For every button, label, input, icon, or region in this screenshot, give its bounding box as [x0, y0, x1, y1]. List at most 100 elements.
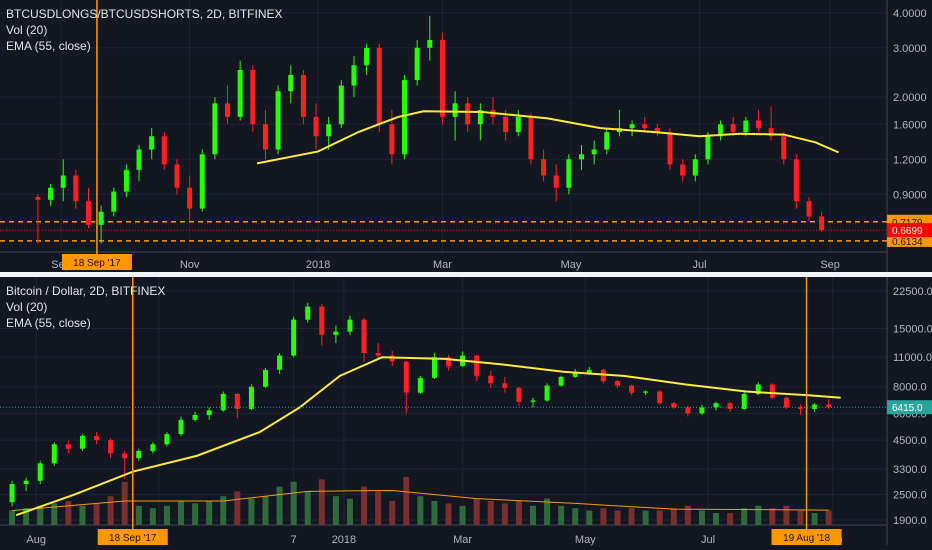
candle-body	[237, 69, 243, 117]
candle-body	[553, 175, 559, 188]
volume-bar	[375, 491, 382, 525]
candle-body	[389, 355, 395, 362]
candle-body	[178, 419, 184, 435]
volume-bar	[332, 496, 339, 525]
volume-bar	[586, 510, 593, 525]
candle	[288, 65, 294, 104]
y-tick-label: 2.0000	[893, 92, 927, 104]
candle-body	[781, 136, 787, 160]
candle-body	[192, 414, 198, 420]
candle-body	[174, 164, 180, 188]
y-tick-label: 8000.0	[893, 382, 927, 394]
candle	[490, 97, 496, 125]
candle-body	[718, 124, 724, 137]
candle	[361, 317, 367, 362]
candle	[136, 448, 142, 461]
candle	[60, 159, 66, 202]
candle	[250, 65, 256, 133]
candle-body	[35, 197, 41, 200]
candle	[9, 480, 15, 507]
level-price-tag-label: 0.6134	[892, 237, 923, 248]
btc-chart-pane[interactable]: Bitcoin / Dollar, 2D, BITFINEX Vol (20) …	[0, 277, 932, 550]
candle-body	[108, 440, 114, 454]
ratio-cursor-date-label: 18 Sep '17	[73, 258, 121, 269]
candle-body	[9, 484, 15, 503]
volume-bar	[403, 477, 410, 525]
ratio-chart-pane[interactable]: BTCUSDLONGS/BTCUSDSHORTS, 2D, BITFINEX V…	[0, 0, 932, 272]
volume-bar	[107, 496, 114, 525]
candle	[528, 113, 534, 165]
candle	[326, 116, 332, 150]
candle	[225, 85, 231, 125]
candle	[604, 128, 610, 155]
volume-bar	[304, 491, 311, 525]
candle	[680, 159, 686, 182]
candle	[262, 367, 268, 388]
volume-bar	[642, 510, 649, 525]
btc-chart-indicator-vol: Vol (20)	[6, 300, 48, 314]
y-tick-label: 4500.0	[893, 435, 927, 447]
btc-chart-canvas[interactable]: 22500.015000.011000.08000.06000.04500.03…	[0, 277, 932, 550]
candle-body	[667, 132, 673, 165]
candle	[629, 120, 635, 137]
candle-body	[364, 47, 370, 66]
candle-body	[199, 154, 205, 209]
candle	[364, 43, 370, 75]
volume-bar	[741, 508, 748, 525]
candle	[452, 91, 458, 141]
candle-body	[234, 393, 240, 409]
candle-body	[79, 436, 85, 449]
volume-bar	[79, 505, 86, 525]
candle	[51, 442, 57, 467]
ema-line	[256, 110, 839, 165]
candle-body	[671, 403, 677, 408]
candle-body	[136, 450, 142, 459]
candle	[654, 124, 660, 137]
volume-bar	[501, 503, 508, 525]
candle	[234, 392, 240, 419]
candle-body	[250, 69, 256, 125]
candle	[73, 169, 79, 209]
candle	[600, 368, 606, 384]
volume-bar	[515, 501, 522, 525]
candle-body	[361, 319, 367, 354]
candle-body	[225, 103, 231, 117]
candle-body	[212, 103, 218, 155]
candle	[85, 187, 91, 229]
candle-body	[528, 116, 534, 160]
candle	[699, 404, 705, 415]
btc-cursor-1-date-tag	[97, 529, 168, 545]
y-tick-label: 11000.0	[893, 352, 932, 364]
candle	[616, 109, 622, 137]
y-tick-label: 0.9000	[893, 189, 927, 201]
candle	[164, 432, 170, 447]
candle	[579, 144, 585, 170]
candle-body	[403, 361, 409, 393]
candle	[319, 304, 325, 346]
candle	[657, 390, 663, 405]
candle-body	[136, 149, 142, 170]
pane-separator[interactable]	[0, 272, 932, 277]
volume-bar	[698, 510, 705, 525]
candle	[178, 416, 184, 437]
candle-body	[338, 85, 344, 125]
btc-chart-indicator-ema: EMA (55, close)	[6, 316, 91, 330]
candle-body	[643, 391, 649, 393]
y-tick-label: 2500.0	[893, 490, 927, 502]
candle	[541, 149, 547, 182]
volume-bar	[684, 505, 691, 525]
candle-body	[579, 154, 585, 160]
candle	[123, 164, 129, 198]
ratio-chart-canvas[interactable]: 4.0000 3.0000 2.0000 1.6000 1.2000 0.9000 Sep N…	[0, 0, 932, 272]
volume-bar	[769, 508, 776, 525]
ratio-chart-indicator-vol: Vol (20)	[6, 23, 48, 37]
candle	[439, 32, 445, 125]
candle-body	[572, 372, 578, 377]
candle-body	[305, 306, 311, 320]
candle	[427, 15, 433, 61]
x-tick-label: May	[575, 534, 596, 546]
volume-bar	[37, 505, 44, 525]
volume-bar	[192, 503, 199, 525]
candle-body	[566, 159, 572, 188]
volume-bar	[9, 510, 16, 525]
